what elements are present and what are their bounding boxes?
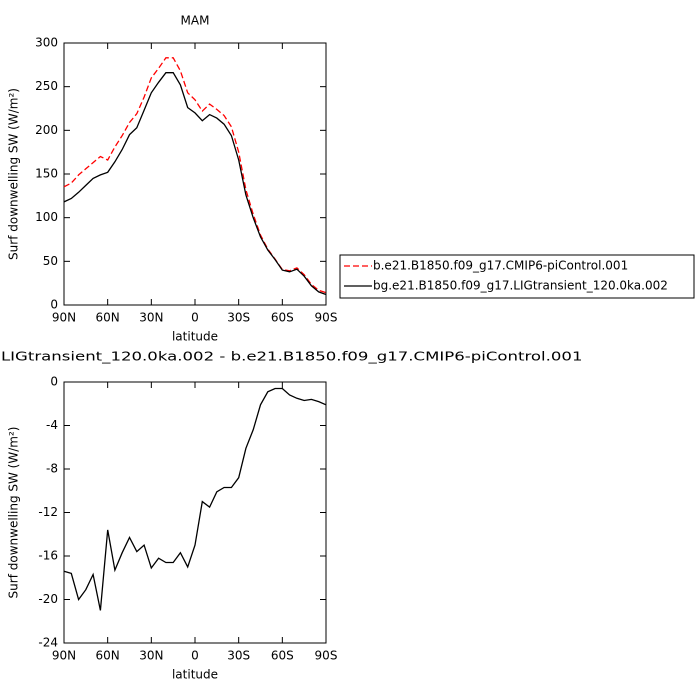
y-tick-label: 100 bbox=[35, 210, 58, 224]
plot-frame bbox=[63, 381, 327, 644]
y-tick-label: -24 bbox=[38, 636, 58, 650]
x-tick-label: 60S bbox=[271, 649, 294, 663]
x-tick-label: 30N bbox=[139, 649, 163, 663]
x-tick-label: 90S bbox=[315, 311, 338, 325]
x-axis-label: latitude bbox=[172, 330, 218, 344]
legend-label: b.e21.B1850.f09_g17.CMIP6-piControl.001 bbox=[373, 259, 628, 273]
x-tick-label: 30S bbox=[227, 649, 250, 663]
y-tick-label: 200 bbox=[35, 123, 58, 137]
chart-title: bg.e21.B1850.f09_g17.LIGtransient_120.0k… bbox=[0, 350, 583, 364]
y-tick-label: -8 bbox=[46, 462, 58, 476]
legend-box bbox=[339, 254, 695, 299]
x-axis-label: latitude bbox=[172, 668, 218, 682]
y-tick-label: -20 bbox=[38, 592, 58, 606]
data-line bbox=[63, 72, 327, 296]
y-tick-label: 0 bbox=[50, 298, 58, 312]
y-tick-label: 250 bbox=[35, 79, 58, 93]
x-tick-label: 60N bbox=[96, 311, 120, 325]
y-tick-label: 0 bbox=[50, 375, 58, 389]
x-tick-label: 0 bbox=[191, 311, 199, 325]
data-line bbox=[63, 57, 327, 294]
x-tick-label: 30N bbox=[139, 311, 163, 325]
y-tick-label: -12 bbox=[38, 505, 58, 519]
x-tick-label: 0 bbox=[191, 649, 199, 663]
chart-title: MAM bbox=[181, 14, 210, 28]
y-axis-label: Surf downwelling SW (W/m²) bbox=[7, 427, 21, 599]
y-axis-label: Surf downwelling SW (W/m²) bbox=[7, 88, 21, 260]
x-tick-label: 90N bbox=[52, 311, 76, 325]
legend-label: bg.e21.B1850.f09_g17.LIGtransient_120.0k… bbox=[373, 279, 668, 293]
data-line bbox=[63, 387, 327, 611]
x-tick-label: 60S bbox=[271, 311, 294, 325]
y-tick-label: -4 bbox=[46, 418, 58, 432]
x-tick-label: 90S bbox=[315, 649, 338, 663]
x-tick-label: 60N bbox=[96, 649, 120, 663]
y-tick-label: 300 bbox=[35, 36, 58, 50]
y-tick-label: -16 bbox=[38, 549, 58, 563]
x-tick-label: 30S bbox=[227, 311, 250, 325]
y-tick-label: 150 bbox=[35, 167, 58, 181]
x-tick-label: 90N bbox=[52, 649, 76, 663]
y-tick-label: 50 bbox=[43, 254, 58, 268]
